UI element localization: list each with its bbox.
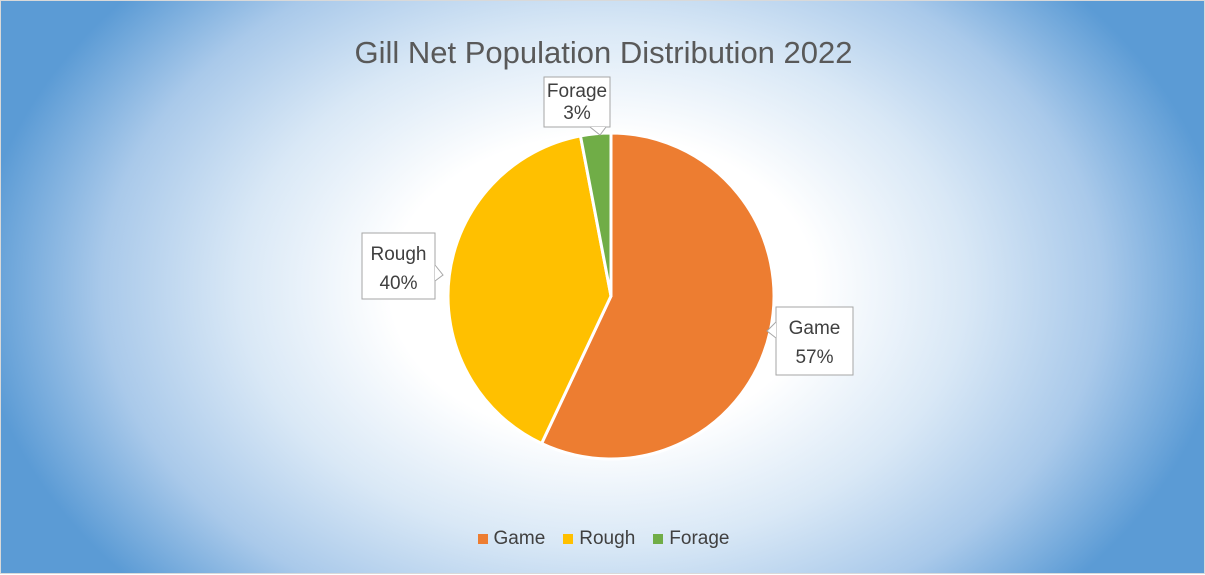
pie-slices bbox=[446, 131, 776, 461]
legend-swatch-rough bbox=[563, 534, 574, 544]
data-label-rough: Rough 40% bbox=[361, 232, 444, 300]
data-label-value-game: 57% bbox=[795, 347, 833, 368]
data-label-box-rough bbox=[361, 232, 436, 300]
legend-label-forage: Forage bbox=[669, 528, 730, 549]
data-label-game: Game 57% bbox=[766, 306, 854, 376]
legend-label-game: Game bbox=[493, 528, 546, 549]
data-label-box-game bbox=[775, 306, 854, 376]
pie-slice-forage bbox=[578, 131, 613, 298]
legend-item-forage: Forage bbox=[653, 528, 729, 550]
data-label-box-forage bbox=[543, 76, 611, 128]
legend-item-rough: Rough bbox=[563, 528, 635, 550]
data-label-value-rough: 40% bbox=[379, 273, 417, 294]
chart-title: Gill Net Population Distribution 2022 bbox=[354, 35, 853, 70]
data-label-pointer-rough bbox=[434, 264, 444, 282]
data-label-category-game: Game bbox=[789, 318, 841, 339]
pie-slice-rough bbox=[446, 134, 613, 445]
legend-item-game: Game bbox=[477, 528, 546, 550]
data-label-category-rough: Rough bbox=[371, 244, 427, 265]
legend-swatch-game bbox=[477, 534, 488, 544]
legend-label-rough: Rough bbox=[579, 528, 636, 549]
data-label-category-forage: Forage bbox=[547, 81, 607, 102]
data-label-value-forage: 3% bbox=[563, 103, 591, 124]
data-label-pointer-forage bbox=[589, 126, 607, 136]
data-label-pointer-game bbox=[766, 321, 777, 339]
legend: Game Rough Forage bbox=[1, 528, 1205, 550]
legend-swatch-forage bbox=[653, 534, 664, 544]
